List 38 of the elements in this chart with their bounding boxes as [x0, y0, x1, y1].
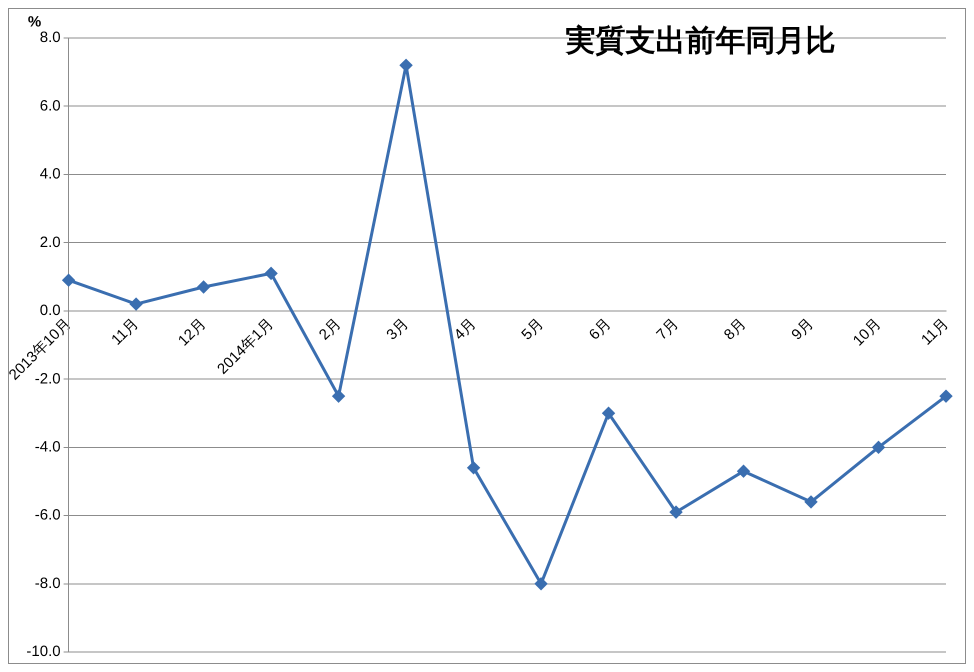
point: [804, 495, 818, 508]
y-tick-label: 8.0: [40, 29, 61, 46]
y-tick-label: 0.0: [40, 302, 61, 320]
point: [670, 506, 683, 519]
x-tick-label: 9月: [788, 314, 817, 344]
y-tick-label: -8.0: [34, 574, 61, 592]
chart-title: 実質支出前年同月比: [564, 23, 836, 58]
point: [737, 464, 750, 478]
x-tick-label: 5月: [518, 314, 547, 344]
point: [467, 461, 480, 474]
point: [872, 440, 886, 454]
y-tick-label: 2.0: [40, 234, 61, 251]
y-axis-title: %: [28, 14, 42, 31]
y-tick-label: 4.0: [40, 166, 61, 183]
x-tick-label: 2月: [316, 314, 344, 344]
point: [400, 58, 413, 72]
y-tick-label: -4.0: [34, 438, 61, 456]
point: [602, 406, 616, 420]
y-tick-label: -6.0: [34, 506, 61, 524]
point: [264, 266, 278, 280]
x-tick-label: 12月: [174, 314, 210, 350]
x-tick-label: 7月: [653, 314, 682, 344]
point: [332, 390, 346, 403]
point: [197, 280, 210, 294]
x-tick-label: 6月: [586, 314, 614, 344]
x-tick-label: 3月: [383, 314, 412, 344]
x-tick-label: 10月: [850, 314, 884, 350]
x-tick-label: 11月: [108, 314, 142, 349]
point: [130, 298, 143, 311]
x-tick-label: 11月: [918, 314, 952, 349]
y-tick-label: -10.0: [26, 643, 61, 660]
point: [62, 274, 76, 287]
x-tick-label: 8月: [720, 314, 750, 344]
point: [534, 577, 548, 590]
y-tick-label: 6.0: [40, 97, 61, 114]
y-tick-label: -2.0: [34, 370, 61, 388]
point: [940, 390, 952, 403]
x-tick-label: 4月: [450, 314, 480, 344]
